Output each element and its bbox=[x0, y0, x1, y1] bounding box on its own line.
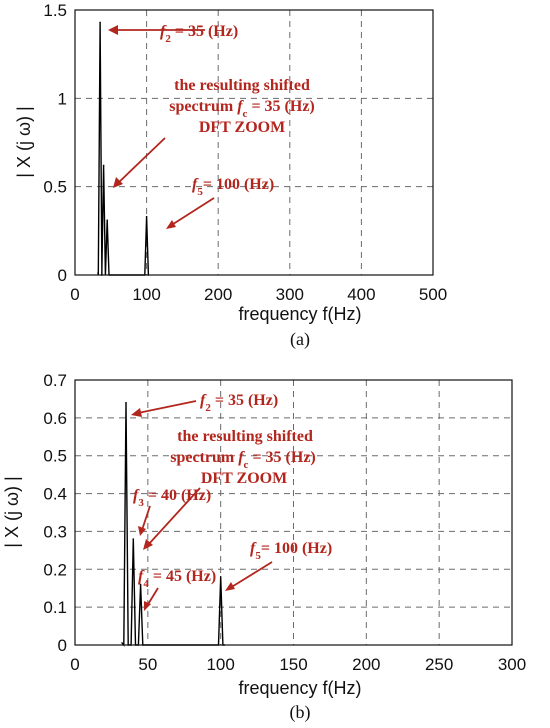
annotations-a: f2 = 35 (Hz) the resulting shifted spect… bbox=[108, 23, 315, 229]
ann-f2-a-text: = 35 (Hz) bbox=[171, 23, 238, 40]
arrow-shift-a bbox=[116, 137, 166, 185]
grid-b bbox=[75, 380, 512, 645]
ann-fc-a-prefix: spectrum bbox=[169, 98, 237, 115]
arrowhead-f2-b bbox=[131, 408, 142, 417]
y-tick-label: 0.1 bbox=[43, 598, 67, 617]
ann-f2-b-text: = 35 (Hz) bbox=[211, 392, 278, 409]
annotation-f3-b: f3 = 40 (Hz) bbox=[133, 487, 211, 509]
x-tick-label: 200 bbox=[204, 285, 232, 304]
panel-a: 0 100 200 300 400 500 0 0.5 1 1.5 frequency f(Hz… bbox=[14, 1, 447, 350]
arrowhead-shift-b bbox=[143, 539, 153, 550]
ann-f2-b-sub: 2 bbox=[205, 402, 211, 414]
x-tick-labels-b: 0 50 100 150 200 250 300 bbox=[70, 655, 526, 674]
x-tick-label: 0 bbox=[70, 285, 79, 304]
arrowhead-f4-b bbox=[144, 601, 151, 611]
annotation-f4-b: f4 = 45 (Hz) bbox=[138, 568, 216, 590]
y-tick-label: 0.3 bbox=[43, 522, 67, 541]
arrow-f4-b bbox=[146, 587, 159, 607]
arrow-f2-b bbox=[137, 400, 197, 414]
ann-f5-a-sub: 5 bbox=[197, 186, 203, 198]
x-tick-label: 500 bbox=[419, 285, 447, 304]
arrow-shift-b bbox=[147, 487, 201, 546]
y-tick-label: 1 bbox=[58, 89, 67, 108]
y-tick-labels-b: 0 0.1 0.2 0.3 0.4 0.5 0.6 0.7 bbox=[43, 371, 67, 655]
y-tick-label: 0.5 bbox=[43, 178, 67, 197]
x-axis-label-a: frequency f(Hz) bbox=[238, 304, 361, 324]
y-axis-label-a: | X (j ω) | bbox=[14, 106, 34, 177]
x-tick-label: 250 bbox=[425, 655, 453, 674]
ann-f5-b-prefix: f bbox=[250, 540, 257, 557]
y-tick-label: 0.2 bbox=[43, 560, 67, 579]
plot-frame-a bbox=[74, 9, 434, 276]
x-tick-label: 100 bbox=[206, 655, 234, 674]
ann-f5-b-text: = 100 (Hz) bbox=[261, 540, 332, 557]
ann-fc-a-text: = 35 (Hz) bbox=[247, 98, 314, 115]
ann-fc-b-ital: f bbox=[238, 449, 245, 466]
arrowhead-f3-b bbox=[138, 526, 146, 536]
y-tick-label: 0 bbox=[58, 636, 67, 655]
arrow-f3-b bbox=[141, 505, 151, 531]
panel-label-a: (a) bbox=[290, 329, 310, 350]
ann-fc-b-prefix: spectrum bbox=[170, 449, 238, 466]
spectrum-line-a bbox=[97, 22, 150, 276]
x-axis-label-b: frequency f(Hz) bbox=[238, 678, 361, 698]
panel-label-b: (b) bbox=[290, 702, 311, 723]
arrowhead-f5-a bbox=[166, 220, 176, 229]
ann-f4-b-sub: 4 bbox=[143, 578, 149, 590]
plot-frame-b bbox=[74, 379, 513, 646]
arrowhead-f2-a bbox=[108, 25, 118, 35]
ann-f2-b-prefix: f bbox=[200, 392, 207, 409]
annotation-shift-line3-a: DFT ZOOM bbox=[199, 119, 285, 136]
ann-f5-a-text: = 100 (Hz) bbox=[203, 176, 274, 193]
annotation-f5-b: f5= 100 (Hz) bbox=[250, 540, 332, 562]
y-tick-label: 0 bbox=[58, 266, 67, 285]
ann-f3-b-sub: 3 bbox=[138, 497, 144, 509]
annotation-shift-line2-a: spectrum fc = 35 (Hz) bbox=[169, 98, 315, 120]
arrow-f5-a bbox=[169, 197, 215, 227]
ann-f5-a-prefix: f bbox=[192, 176, 199, 193]
y-axis-label-b: | X (j ω) | bbox=[2, 476, 22, 547]
ann-f3-b-text: = 40 (Hz) bbox=[144, 487, 211, 504]
ann-f2-a-prefix: f bbox=[160, 23, 167, 40]
annotations-b: f2 = 35 (Hz) the resulting shifted spect… bbox=[131, 392, 332, 611]
annotation-shift-line1-a: the resulting shifted bbox=[174, 77, 310, 94]
arrowhead-shift-a bbox=[113, 177, 123, 188]
arrowhead-f5-b bbox=[225, 582, 235, 591]
x-tick-label: 150 bbox=[279, 655, 307, 674]
annotation-f2-a: f2 = 35 (Hz) bbox=[160, 23, 238, 45]
arrow-f5-b bbox=[229, 561, 273, 589]
ann-f3-b-prefix: f bbox=[133, 487, 140, 504]
x-tick-label: 300 bbox=[276, 285, 304, 304]
annotation-shift-line3-b: DFT ZOOM bbox=[201, 470, 287, 487]
ann-fc-b-sub: c bbox=[244, 459, 249, 471]
x-tick-label: 400 bbox=[347, 285, 375, 304]
ann-f4-b-prefix: f bbox=[138, 568, 145, 585]
annotation-shift-line1-b: the resulting shifted bbox=[177, 428, 313, 445]
ann-fc-b-text: = 35 (Hz) bbox=[248, 449, 315, 466]
annotation-f2-b: f2 = 35 (Hz) bbox=[200, 392, 278, 414]
x-tick-label: 200 bbox=[352, 655, 380, 674]
x-tick-label: 100 bbox=[132, 285, 160, 304]
y-tick-label: 0.4 bbox=[43, 485, 67, 504]
ann-f5-b-sub: 5 bbox=[255, 550, 261, 562]
y-tick-labels-a: 0 0.5 1 1.5 bbox=[43, 1, 67, 285]
ann-fc-a-sub: c bbox=[243, 108, 248, 120]
y-tick-label: 1.5 bbox=[43, 1, 67, 20]
x-tick-label: 50 bbox=[138, 655, 157, 674]
ann-f2-a-sub: 2 bbox=[165, 33, 171, 45]
annotation-f5-a: f5= 100 (Hz) bbox=[192, 176, 274, 198]
y-tick-label: 0.6 bbox=[43, 409, 67, 428]
x-tick-label: 0 bbox=[70, 655, 79, 674]
grid-a bbox=[75, 10, 433, 275]
panel-b: 0 50 100 150 200 250 300 0 0.1 0.2 0.3 0.4 0.5 0.6 0.… bbox=[2, 371, 526, 723]
annotation-shift-line2-b: spectrum fc = 35 (Hz) bbox=[170, 449, 316, 471]
ann-f4-b-text: = 45 (Hz) bbox=[149, 568, 216, 585]
x-tick-labels-a: 0 100 200 300 400 500 bbox=[70, 285, 447, 304]
y-tick-label: 0.7 bbox=[43, 371, 67, 390]
x-tick-label: 300 bbox=[498, 655, 526, 674]
ann-fc-a-ital: f bbox=[237, 98, 244, 115]
y-tick-label: 0.5 bbox=[43, 447, 67, 466]
